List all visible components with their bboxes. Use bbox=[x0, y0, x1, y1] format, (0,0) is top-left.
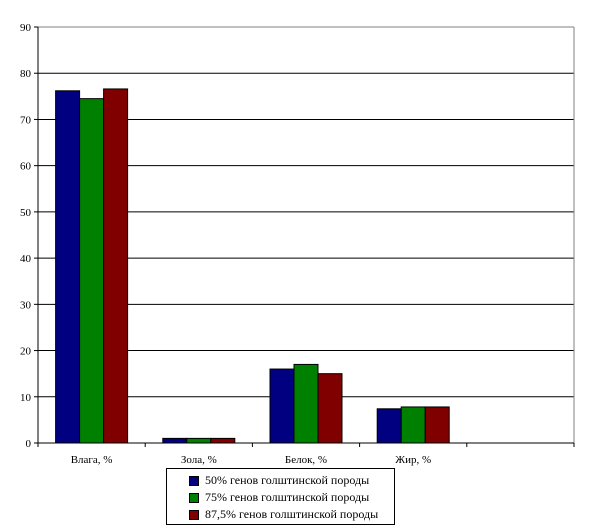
bars bbox=[55, 88, 450, 444]
y-tick-label-0: 0 bbox=[26, 438, 32, 450]
y-tick-label-40: 40 bbox=[20, 253, 32, 265]
bar-series-1-cat-3 bbox=[269, 368, 295, 444]
bar-series-2-cat-3 bbox=[293, 363, 319, 444]
legend-label-series-3: 87,5% генов голштинской породы bbox=[205, 507, 379, 521]
legend-item-series-3: 87,5% генов голштинской породы bbox=[189, 506, 394, 523]
y-tick-label-20: 20 bbox=[20, 346, 32, 358]
bar-series-2-cat-2 bbox=[186, 437, 212, 444]
bar-series-2-cat-1 bbox=[79, 98, 105, 444]
legend-item-series-1: 50% генов голштинской породы bbox=[189, 472, 394, 489]
bar-series-3-cat-4 bbox=[424, 406, 450, 444]
y-tick-label-50: 50 bbox=[20, 207, 32, 219]
legend: 50% генов голштинской породы 75% генов г… bbox=[166, 468, 395, 525]
axes bbox=[34, 26, 575, 447]
y-tick-label-60: 60 bbox=[20, 161, 32, 173]
bar-series-3-cat-2 bbox=[210, 437, 236, 444]
y-tick-label-70: 70 bbox=[20, 114, 32, 126]
bar-series-1-cat-1 bbox=[55, 90, 81, 444]
bar-series-2-cat-4 bbox=[400, 406, 426, 444]
y-tick-label-10: 10 bbox=[20, 392, 32, 404]
legend-swatch-series-2 bbox=[189, 492, 199, 503]
legend-label-series-1: 50% генов голштинской породы bbox=[205, 473, 370, 487]
x-tick-label-4: Жир, % bbox=[395, 454, 431, 466]
legend-swatch-series-1 bbox=[189, 475, 199, 486]
legend-item-series-2: 75% генов голштинской породы bbox=[189, 489, 394, 506]
tick-labels: 0 10 20 30 40 50 60 70 80 90 Влага, % Зола, % Белок,… bbox=[20, 22, 431, 466]
bar-series-1-cat-4 bbox=[376, 408, 402, 444]
y-tick-label-90: 90 bbox=[20, 22, 32, 34]
x-tick-label-1: Влага, % bbox=[71, 454, 113, 466]
legend-label-series-2: 75% генов голштинской породы bbox=[205, 490, 370, 504]
bar-series-1-cat-2 bbox=[162, 437, 188, 444]
bar-series-3-cat-1 bbox=[103, 88, 129, 444]
y-tick-label-80: 80 bbox=[20, 68, 32, 80]
bar-series-3-cat-3 bbox=[317, 373, 343, 444]
y-tick-label-30: 30 bbox=[20, 299, 32, 311]
legend-swatch-series-3 bbox=[189, 509, 199, 520]
x-tick-label-3: Белок, % bbox=[285, 454, 327, 466]
x-tick-label-2: Зола, % bbox=[181, 454, 217, 466]
